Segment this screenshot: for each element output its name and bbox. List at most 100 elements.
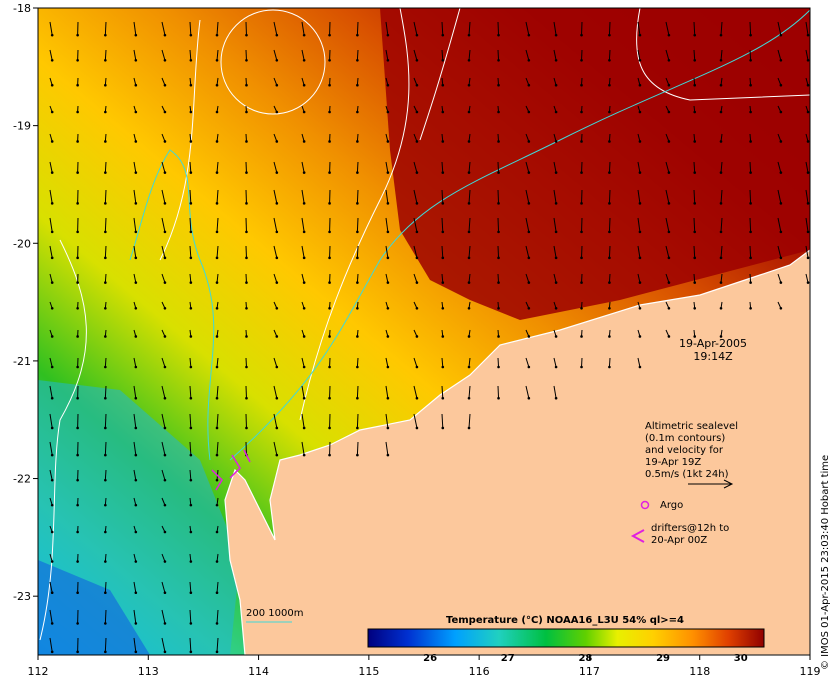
velocity-arrow-head (245, 171, 248, 174)
velocity-arrow (216, 609, 219, 624)
velocity-arrow-head (163, 202, 167, 205)
velocity-arrow-head (245, 230, 248, 234)
velocity-arrow-head (415, 140, 419, 143)
velocity-arrow-head (275, 202, 279, 205)
velocity-arrow-head (554, 396, 558, 400)
velocity-arrow (273, 217, 278, 232)
velocity-arrow-head (638, 33, 642, 37)
velocity-arrow-head (667, 306, 671, 310)
velocity-arrow-head (302, 110, 306, 114)
velocity-arrow-head (134, 171, 138, 174)
velocity-arrow-head (356, 202, 359, 205)
velocity-arrow-head (415, 230, 419, 234)
velocity-arrow (665, 273, 670, 283)
lat-tick-label: -22 (13, 473, 31, 486)
velocity-arrow-head (441, 110, 445, 114)
lat-tick-label: -21 (13, 355, 31, 368)
velocity-arrow-head (386, 140, 390, 143)
velocity-arrow-head (215, 230, 219, 234)
velocity-arrow (385, 441, 389, 456)
velocity-arrow-head (134, 306, 138, 310)
velocity-arrow-head (386, 83, 390, 87)
velocity-arrow-head (497, 281, 500, 284)
velocity-arrow (104, 385, 107, 399)
velocity-arrow (637, 245, 641, 258)
velocity-arrow-head (245, 365, 248, 369)
velocity-arrow-head (608, 281, 611, 284)
velocity-arrow (104, 637, 107, 652)
velocity-arrow (301, 189, 305, 204)
velocity-arrow-head (215, 335, 219, 338)
velocity-arrow-head (779, 230, 783, 234)
velocity-arrow (385, 21, 389, 36)
velocity-arrow-head (215, 650, 219, 654)
velocity-arrow-head (76, 33, 79, 37)
velocity-arrow (497, 217, 500, 232)
velocity-arrow-head (50, 230, 54, 234)
velocity-arrow-head (554, 33, 558, 37)
velocity-arrow (133, 441, 137, 456)
velocity-arrow-head (104, 33, 107, 37)
velocity-arrow-head (50, 503, 54, 507)
lat-tick-label: -20 (13, 237, 31, 250)
velocity-arrow-head (580, 306, 583, 310)
cold-patch (38, 560, 150, 655)
velocity-arrow (468, 49, 471, 61)
velocity-arrow-head (76, 306, 79, 310)
velocity-arrow-head (189, 426, 193, 430)
velocity-arrow (441, 161, 444, 173)
velocity-arrow-head (667, 33, 671, 37)
velocity-arrow-head (527, 365, 531, 369)
velocity-arrow-head (638, 58, 642, 62)
velocity-arrow-head (50, 110, 54, 114)
velocity-arrow (413, 413, 418, 429)
velocity-arrow-head (527, 202, 531, 205)
velocity-arrow-head (189, 256, 193, 260)
velocity-arrow-head (76, 560, 79, 563)
velocity-arrow-head (693, 58, 697, 62)
velocity-arrow-head (749, 83, 752, 87)
velocity-arrow-head (415, 171, 419, 174)
velocity-arrow-head (608, 110, 611, 114)
velocity-arrow (161, 189, 166, 204)
velocity-arrow-head (779, 140, 783, 143)
velocity-arrow (413, 357, 418, 368)
velocity-arrow-head (554, 281, 558, 284)
velocity-arrow-head (497, 202, 500, 205)
velocity-arrow (525, 273, 530, 283)
velocity-arrow (805, 161, 809, 173)
velocity-arrow (161, 217, 166, 232)
velocity-arrow-head (467, 426, 471, 430)
velocity-arrow-head (415, 83, 419, 87)
colorbar-ramp (367, 628, 765, 648)
velocity-arrow-head (667, 140, 671, 143)
legend-line: Altimetric sealevel (645, 421, 738, 432)
lon-tick-label: 119 (800, 665, 821, 678)
velocity-arrow-head (415, 335, 419, 338)
velocity-arrow-head (134, 622, 138, 625)
velocity-arrow-head (638, 110, 642, 114)
velocity-arrow (608, 21, 611, 36)
velocity-arrow-head (76, 426, 79, 430)
velocity-arrow (413, 245, 418, 258)
velocity-arrow-head (441, 256, 445, 260)
velocity-arrow-head (76, 396, 79, 400)
velocity-arrow-head (302, 202, 306, 205)
latitude-axis: -18 -19 -20 -21 -22 -23 (13, 2, 38, 603)
velocity-arrow-head (554, 140, 558, 143)
velocity-arrow-head (638, 202, 642, 205)
velocity-arrow-head (189, 140, 193, 143)
velocity-arrow (273, 357, 278, 368)
velocity-arrow (637, 357, 641, 368)
velocity-arrow (468, 385, 471, 399)
velocity-arrow-head (749, 306, 752, 310)
velocity-arrow-head (779, 256, 783, 260)
velocity-arrow (273, 273, 278, 283)
velocity-arrow (161, 133, 166, 142)
velocity-arrow-head (608, 230, 611, 234)
velocity-arrow-head (302, 58, 306, 62)
velocity-arrow (441, 357, 444, 368)
velocity-arrow (693, 189, 696, 204)
legend-line: and velocity for (645, 445, 724, 456)
velocity-arrow (720, 189, 723, 204)
